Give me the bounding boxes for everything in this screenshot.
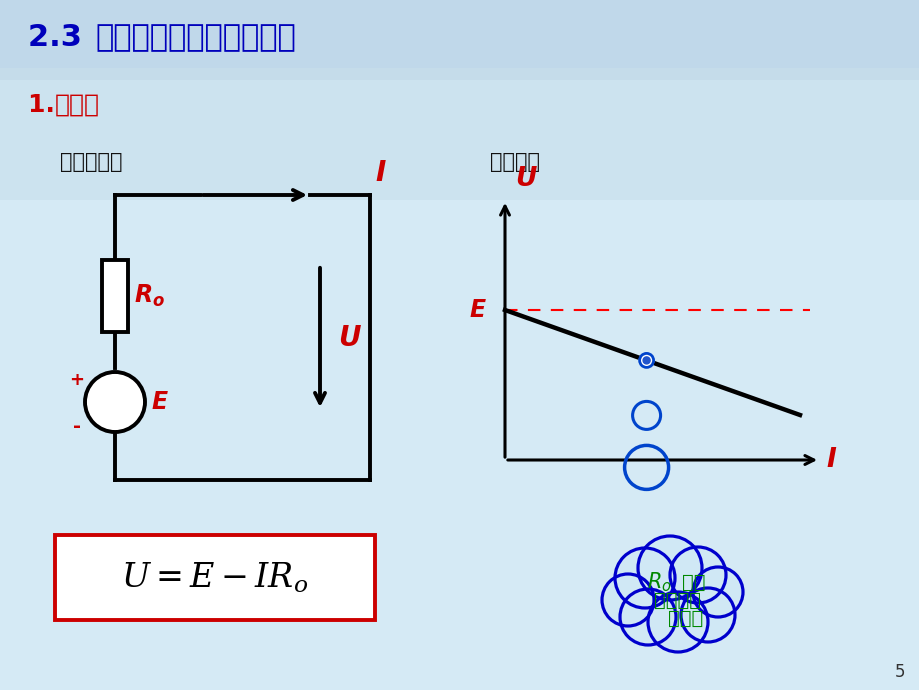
Bar bbox=[55, 535, 375, 620]
Circle shape bbox=[671, 549, 724, 602]
Text: 伏安特性: 伏安特性 bbox=[490, 152, 539, 172]
Text: 电压源与电流源等效互换: 电压源与电流源等效互换 bbox=[95, 23, 295, 52]
Text: $\bfit{U}$: $\bfit{U}$ bbox=[337, 324, 361, 351]
Text: $\bfit{I}$: $\bfit{I}$ bbox=[375, 159, 386, 187]
Text: $\bfit{U}$: $\bfit{U}$ bbox=[515, 166, 538, 192]
Text: 值越大: 值越大 bbox=[667, 609, 702, 627]
Circle shape bbox=[639, 353, 652, 367]
Circle shape bbox=[616, 549, 673, 607]
Bar bbox=[0, 200, 919, 690]
Circle shape bbox=[692, 567, 743, 617]
Text: +: + bbox=[70, 371, 85, 389]
Text: 电压源: 电压源 bbox=[55, 93, 100, 117]
Bar bbox=[0, 80, 919, 690]
Text: 斜率绝对: 斜率绝对 bbox=[653, 591, 700, 609]
Circle shape bbox=[614, 548, 675, 608]
Text: $\bfit{I}$: $\bfit{I}$ bbox=[825, 447, 836, 473]
Circle shape bbox=[603, 575, 652, 624]
Text: 2.3: 2.3 bbox=[28, 23, 103, 52]
Text: $\bfit{R_o}$: $\bfit{R_o}$ bbox=[134, 283, 165, 309]
Circle shape bbox=[638, 353, 654, 368]
Text: 电压源模型: 电压源模型 bbox=[60, 152, 122, 172]
Circle shape bbox=[621, 591, 674, 644]
Text: 5: 5 bbox=[894, 663, 904, 681]
Text: $U = E - IR_o$: $U = E - IR_o$ bbox=[121, 560, 308, 595]
Circle shape bbox=[694, 569, 741, 615]
Bar bbox=[102, 260, 128, 332]
Circle shape bbox=[619, 589, 675, 645]
Text: $\bfit{E}$: $\bfit{E}$ bbox=[469, 298, 486, 322]
Text: 越大: 越大 bbox=[681, 573, 705, 591]
Circle shape bbox=[639, 538, 699, 598]
Text: 1.: 1. bbox=[28, 93, 63, 117]
Text: $R_o$: $R_o$ bbox=[646, 570, 671, 594]
Circle shape bbox=[669, 547, 725, 603]
Text: $\bfit{E}$: $\bfit{E}$ bbox=[151, 390, 169, 414]
Circle shape bbox=[682, 589, 732, 640]
Circle shape bbox=[85, 372, 145, 432]
Circle shape bbox=[649, 593, 706, 651]
Circle shape bbox=[637, 536, 701, 600]
Circle shape bbox=[680, 588, 734, 642]
Bar bbox=[0, 0, 919, 68]
Text: -: - bbox=[73, 417, 81, 437]
Circle shape bbox=[601, 574, 653, 626]
Circle shape bbox=[647, 592, 708, 652]
Circle shape bbox=[642, 357, 650, 364]
